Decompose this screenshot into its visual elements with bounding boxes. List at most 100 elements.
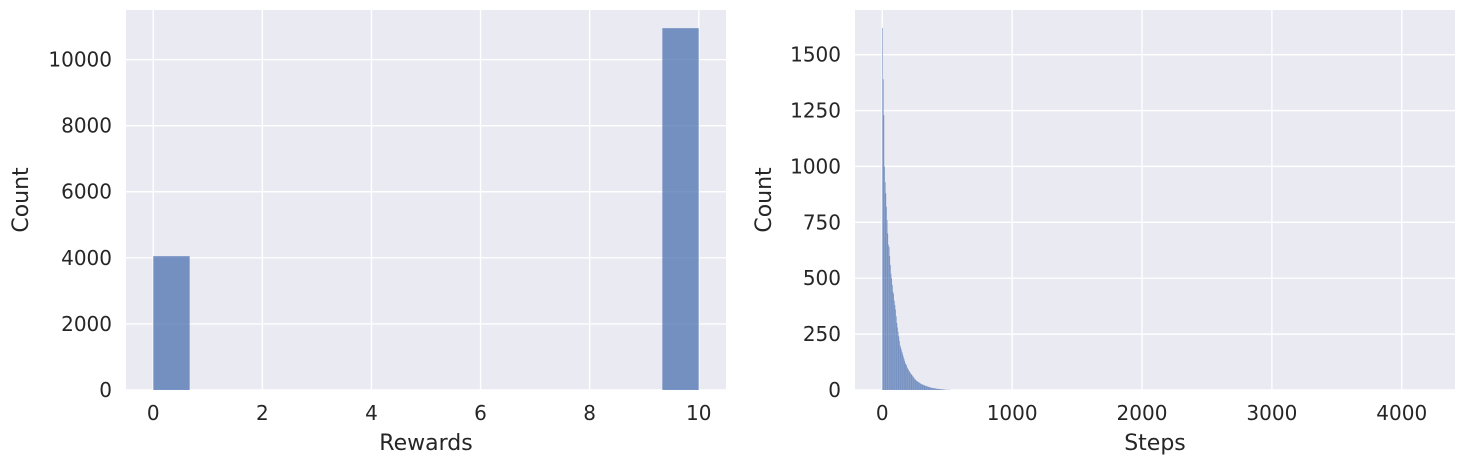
steps-bar xyxy=(916,381,918,390)
steps-bar xyxy=(894,305,896,390)
steps-bar xyxy=(917,381,919,390)
steps-bar xyxy=(890,264,891,390)
steps-bar xyxy=(902,354,904,390)
steps-bar xyxy=(925,385,927,390)
steps-bar xyxy=(927,386,929,390)
steps-bar xyxy=(936,388,937,390)
rewards-histogram: 0 2 4 6 8 10 0 2000 4000 6000 8000 10000 Rewards C… xyxy=(9,10,726,456)
steps-bar xyxy=(900,347,902,390)
steps-plot-area xyxy=(855,10,1455,390)
steps-bar xyxy=(931,387,933,390)
steps-bar xyxy=(939,389,941,390)
steps-bar xyxy=(914,378,915,390)
steps-bar xyxy=(936,388,938,390)
steps-bar xyxy=(895,309,896,390)
steps-bar xyxy=(890,273,892,390)
steps-bar xyxy=(891,278,893,390)
steps-bar xyxy=(915,379,917,390)
steps-bar xyxy=(917,381,918,390)
rewards-x-tick-label: 4 xyxy=(365,401,378,425)
steps-bar xyxy=(889,255,891,390)
steps-bar xyxy=(906,365,907,390)
steps-bar xyxy=(927,386,928,390)
steps-bar xyxy=(914,379,916,390)
steps-bar xyxy=(935,388,937,390)
steps-bar xyxy=(942,389,944,390)
rewards-plot-area xyxy=(126,10,726,390)
steps-x-tick-label: 3000 xyxy=(1246,401,1297,425)
rewards-y-tick-label: 6000 xyxy=(61,180,112,204)
steps-bar xyxy=(940,389,942,390)
steps-bar xyxy=(898,336,900,390)
steps-bar xyxy=(937,388,939,390)
rewards-y-tick-label: 0 xyxy=(99,378,112,402)
steps-bar xyxy=(901,349,902,390)
rewards-x-tick-label: 10 xyxy=(686,401,711,425)
rewards-y-tick-label: 8000 xyxy=(61,114,112,138)
rewards-y-tick-label: 10000 xyxy=(48,48,112,72)
steps-bar xyxy=(923,385,924,390)
steps-bar xyxy=(908,371,910,390)
steps-bar xyxy=(932,387,934,390)
steps-bar xyxy=(901,352,903,390)
rewards-x-tick-label: 2 xyxy=(256,401,269,425)
steps-y-tick-label: 1250 xyxy=(790,99,841,123)
steps-y-tick-label: 1000 xyxy=(790,154,841,178)
steps-bar xyxy=(908,369,909,390)
steps-bar xyxy=(941,389,943,390)
steps-y-tick-label: 0 xyxy=(828,378,841,402)
steps-bar xyxy=(913,377,915,390)
steps-bar xyxy=(886,206,887,390)
steps-bar xyxy=(923,385,925,390)
steps-y-axis-label: Count xyxy=(752,167,777,233)
steps-bar xyxy=(921,384,923,390)
steps-bar xyxy=(903,358,905,390)
steps-bar xyxy=(887,233,889,390)
steps-bar xyxy=(921,384,922,390)
steps-y-tick-label: 1500 xyxy=(790,43,841,67)
steps-bar xyxy=(924,385,926,390)
steps-bar xyxy=(888,244,889,390)
steps-bar xyxy=(893,300,895,390)
steps-bar xyxy=(903,356,904,390)
steps-bar xyxy=(882,79,884,390)
steps-bar xyxy=(905,363,906,390)
steps-bar xyxy=(886,220,888,390)
steps-x-tick-label: 0 xyxy=(876,401,889,425)
steps-bar xyxy=(916,380,917,390)
steps-bar xyxy=(895,316,897,390)
steps-bar xyxy=(922,384,924,390)
steps-bar xyxy=(929,387,931,390)
steps-bar xyxy=(884,166,885,390)
steps-bar xyxy=(928,386,930,390)
steps-bar xyxy=(918,382,920,390)
steps-x-tick-label: 2000 xyxy=(1117,401,1168,425)
steps-y-tick-label: 500 xyxy=(803,266,841,290)
steps-bar xyxy=(912,376,914,390)
steps-bar xyxy=(934,388,935,390)
steps-bar xyxy=(906,367,908,390)
steps-bar xyxy=(893,293,894,390)
steps-bar xyxy=(904,360,905,390)
rewards-x-tick-label: 6 xyxy=(474,401,487,425)
steps-bar xyxy=(907,368,909,390)
steps-bar xyxy=(883,115,885,390)
steps-bar xyxy=(888,246,890,390)
steps-bar xyxy=(933,388,935,390)
steps-bar xyxy=(929,387,930,390)
rewards-x-tick-label: 8 xyxy=(583,401,596,425)
steps-bar xyxy=(938,388,940,390)
steps-bar xyxy=(912,375,913,390)
rewards-y-tick-label: 2000 xyxy=(61,312,112,336)
steps-bar xyxy=(884,182,886,390)
steps-bar xyxy=(882,27,883,390)
steps-bar xyxy=(926,386,928,390)
rewards-bar xyxy=(662,28,699,390)
steps-bar xyxy=(909,372,911,390)
rewards-y-axis-label: Count xyxy=(9,167,34,233)
steps-y-tick-label: 250 xyxy=(803,322,841,346)
steps-y-tick-label: 750 xyxy=(803,210,841,234)
steps-bar xyxy=(925,385,926,390)
steps-x-tick-label: 4000 xyxy=(1376,401,1427,425)
